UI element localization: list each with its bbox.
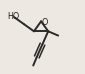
Text: O: O [42,18,48,27]
Text: HO: HO [7,12,19,21]
